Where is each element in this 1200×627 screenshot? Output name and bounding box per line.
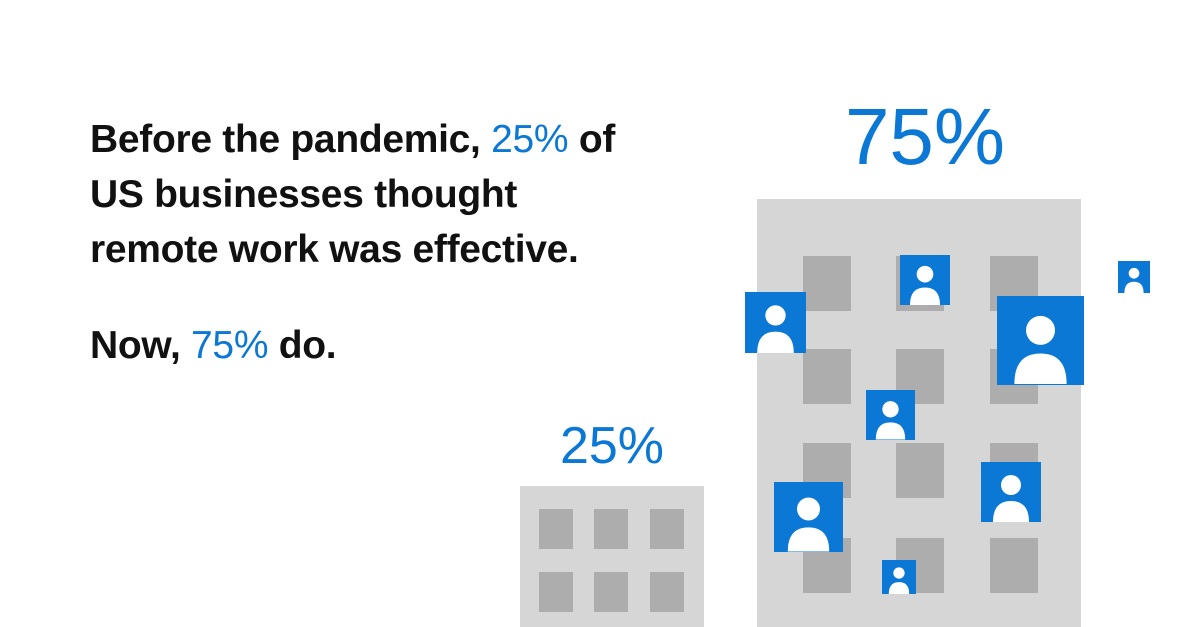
- person-icon: [1118, 261, 1150, 293]
- headline-part1: Before the pandemic,: [90, 118, 492, 161]
- window: [896, 443, 944, 498]
- window: [990, 538, 1038, 593]
- person-icon: [882, 560, 916, 594]
- window: [539, 509, 573, 549]
- person-icon: [774, 482, 843, 552]
- window: [803, 349, 851, 404]
- now-line: Now, 75% do.: [90, 318, 337, 373]
- window: [650, 509, 684, 549]
- person-icon: [900, 255, 950, 305]
- headline: Before the pandemic, 25% of US businesse…: [90, 112, 650, 277]
- window: [539, 572, 573, 612]
- now-prefix: Now,: [90, 324, 192, 367]
- window: [650, 572, 684, 612]
- headline-part2: of US businesses thought remote work was…: [90, 118, 616, 271]
- person-icon: [866, 390, 915, 440]
- person-icon: [745, 292, 806, 353]
- large-building-label: 75%: [844, 92, 1006, 181]
- small-building-label: 25%: [559, 417, 665, 475]
- headline-pct-before: 25%: [491, 118, 569, 161]
- window: [594, 572, 628, 612]
- window: [803, 256, 851, 311]
- person-icon: [997, 296, 1084, 385]
- now-suffix: do.: [268, 324, 337, 367]
- person-icon: [981, 462, 1041, 522]
- now-pct: 75%: [191, 324, 269, 367]
- window: [594, 509, 628, 549]
